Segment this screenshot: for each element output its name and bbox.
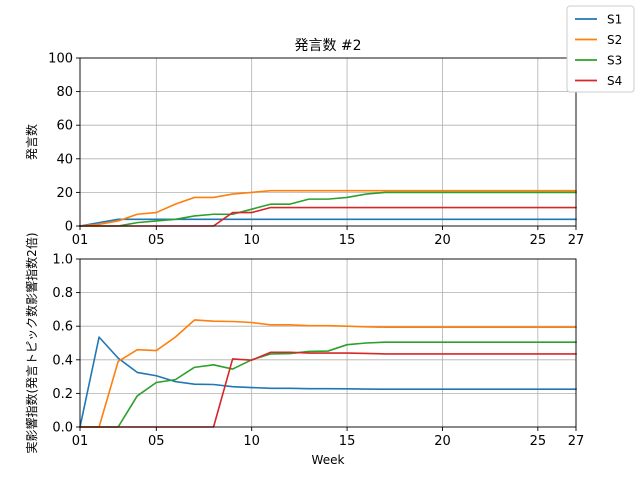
bottom-ytick-label-0: 0.0 (52, 421, 73, 436)
bottom-ytick-label-4: 0.8 (52, 286, 73, 301)
top-xtick-label-2: 10 (243, 233, 260, 248)
bottom-series-line-s3 (79, 341, 577, 428)
top-xtick-label-5: 25 (530, 233, 547, 248)
bottom-xtick-label-6: 27 (568, 434, 585, 449)
top-ytick-label-5: 100 (48, 52, 73, 67)
top-xtick-label-3: 15 (339, 233, 356, 248)
top-series-line-s1 (79, 218, 577, 227)
top-ytick-label-0: 0 (65, 220, 73, 235)
top-chart-title: 発言数 #2 (294, 38, 361, 54)
top-ytick-label-2: 40 (56, 152, 73, 167)
bottom-xtick-label-2: 10 (243, 434, 260, 449)
legend-label-s3: S3 (607, 54, 622, 68)
bottom-axes-frame (79, 258, 577, 428)
top-series-line-s3 (79, 191, 577, 227)
top-ytick-label-1: 20 (56, 186, 73, 201)
bottom-xtick-label-4: 20 (434, 434, 451, 449)
top-ytick-label-4: 80 (56, 85, 73, 100)
top-chart-panel: 01 05 10 15 20 25 27 0 20 40 60 80 100 発言数 #2 発言数 (24, 38, 584, 248)
bottom-ytick-label-3: 0.6 (52, 320, 73, 335)
bottom-y-axis-label: 実影響指数(発言トピック数影響指数2倍) (24, 233, 39, 454)
bottom-x-axis-label: Week (312, 453, 345, 467)
bottom-ytick-label-5: 1.0 (52, 253, 73, 268)
bottom-chart-panel: 01 05 10 15 20 25 27 0.0 0.2 0.4 0.6 0.8 1.0 Week 実影響指… (24, 233, 584, 468)
bottom-series-line-s1 (79, 336, 577, 428)
top-xtick-label-1: 05 (148, 233, 165, 248)
top-y-axis-label: 発言数 (24, 124, 39, 160)
bottom-xtick-label-5: 25 (530, 434, 547, 449)
top-xtick-label-6: 27 (568, 233, 585, 248)
top-xtick-label-4: 20 (434, 233, 451, 248)
top-axes-frame (79, 57, 577, 227)
legend-frame (566, 5, 635, 93)
legend-label-s4: S4 (607, 74, 622, 88)
bottom-ytick-label-2: 0.4 (52, 353, 73, 368)
legend-label-s1: S1 (607, 13, 622, 27)
bottom-xtick-label-1: 05 (148, 434, 165, 449)
legend: S1 S2 S3 S4 (566, 5, 635, 93)
bottom-xtick-label-3: 15 (339, 434, 356, 449)
legend-label-s2: S2 (607, 33, 622, 47)
bottom-xtick-label-0: 01 (72, 434, 89, 449)
top-series-line-s2 (79, 189, 577, 227)
top-ytick-label-3: 60 (56, 119, 73, 134)
bottom-ytick-label-1: 0.2 (52, 387, 73, 402)
top-xtick-label-0: 01 (72, 233, 89, 248)
bottom-series-line-s2 (79, 319, 577, 428)
